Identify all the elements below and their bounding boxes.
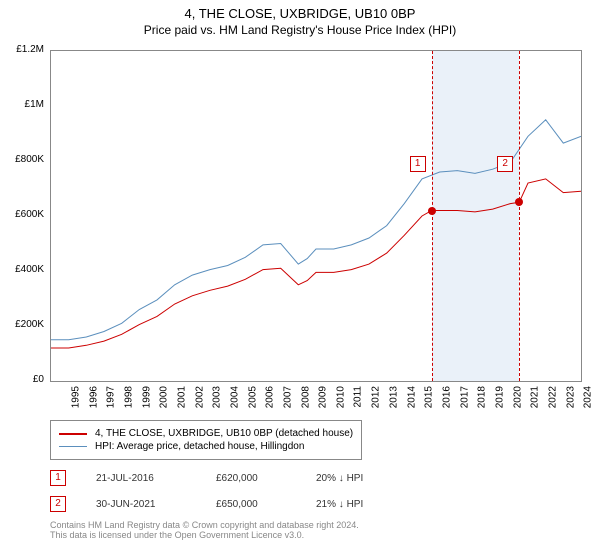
x-tick-label: 2007 [282, 386, 293, 408]
sale-delta: 20% ↓ HPI [316, 473, 436, 484]
footer-line-2: This data is licensed under the Open Gov… [50, 530, 359, 540]
legend-swatch [59, 446, 87, 448]
x-tick-label: 2022 [547, 386, 558, 408]
y-tick-label: £800K [0, 154, 44, 165]
legend-label: 4, THE CLOSE, UXBRIDGE, UB10 0BP (detach… [95, 428, 353, 439]
x-tick-label: 2008 [300, 386, 311, 408]
sale-price: £620,000 [216, 473, 316, 484]
x-tick-label: 2015 [424, 386, 435, 408]
legend-swatch [59, 433, 87, 435]
sale-marker-label: 1 [410, 156, 426, 172]
sale-marker-line [432, 51, 434, 381]
x-tick-label: 1999 [141, 386, 152, 408]
x-tick-label: 2003 [212, 386, 223, 408]
y-tick-label: £200K [0, 319, 44, 330]
y-tick-label: £600K [0, 209, 44, 220]
sale-date: 21-JUL-2016 [96, 473, 216, 484]
sale-row-marker: 2 [50, 496, 66, 512]
x-tick-label: 2004 [229, 386, 240, 408]
x-tick-label: 2024 [583, 386, 594, 408]
x-tick-label: 2001 [176, 386, 187, 408]
x-tick-label: 2017 [459, 386, 470, 408]
x-tick-label: 2011 [352, 386, 363, 408]
x-tick-label: 1996 [88, 386, 99, 408]
x-tick-label: 2000 [159, 386, 170, 408]
x-tick-label: 2023 [565, 386, 576, 408]
x-tick-label: 2009 [318, 386, 329, 408]
legend-item: HPI: Average price, detached house, Hill… [59, 441, 353, 452]
x-tick-label: 2010 [335, 386, 346, 408]
sale-row: 1 21-JUL-2016£620,00020% ↓ HPI [50, 470, 436, 486]
x-tick-label: 2021 [530, 386, 541, 408]
x-tick-label: 2018 [477, 386, 488, 408]
x-tick-label: 2002 [194, 386, 205, 408]
sale-date: 30-JUN-2021 [96, 499, 216, 510]
sale-price: £650,000 [216, 499, 316, 510]
x-tick-label: 2013 [388, 386, 399, 408]
series-property [51, 179, 581, 348]
x-tick-label: 2014 [406, 386, 417, 408]
y-tick-label: £400K [0, 264, 44, 275]
title-block: 4, THE CLOSE, UXBRIDGE, UB10 0BP Price p… [0, 0, 600, 37]
x-tick-label: 1997 [106, 386, 117, 408]
x-tick-label: 2016 [441, 386, 452, 408]
y-tick-label: £1M [0, 99, 44, 110]
plot-area: 12 [50, 50, 582, 382]
chart-container: 4, THE CLOSE, UXBRIDGE, UB10 0BP Price p… [0, 0, 600, 560]
y-tick-label: £0 [0, 374, 44, 385]
x-tick-label: 2020 [512, 386, 523, 408]
x-tick-label: 2006 [265, 386, 276, 408]
x-tick-label: 2005 [247, 386, 258, 408]
footer: Contains HM Land Registry data © Crown c… [50, 520, 359, 540]
legend-label: HPI: Average price, detached house, Hill… [95, 441, 304, 452]
y-tick-label: £1.2M [0, 44, 44, 55]
sale-marker-line [519, 51, 521, 381]
legend: 4, THE CLOSE, UXBRIDGE, UB10 0BP (detach… [50, 420, 362, 460]
sale-row-marker: 1 [50, 470, 66, 486]
legend-item: 4, THE CLOSE, UXBRIDGE, UB10 0BP (detach… [59, 428, 353, 439]
series-svg [51, 51, 581, 381]
sale-marker-label: 2 [497, 156, 513, 172]
sale-point [428, 207, 436, 215]
x-tick-label: 1995 [70, 386, 81, 408]
footer-line-1: Contains HM Land Registry data © Crown c… [50, 520, 359, 530]
x-tick-label: 1998 [123, 386, 134, 408]
chart-subtitle: Price paid vs. HM Land Registry's House … [0, 23, 600, 37]
sales-table: 1 21-JUL-2016£620,00020% ↓ HPI 2 30-JUN-202… [50, 468, 436, 520]
x-tick-label: 2012 [371, 386, 382, 408]
series-hpi [51, 120, 581, 340]
x-tick-label: 2019 [494, 386, 505, 408]
chart-title: 4, THE CLOSE, UXBRIDGE, UB10 0BP [0, 6, 600, 21]
sale-row: 2 30-JUN-2021£650,00021% ↓ HPI [50, 496, 436, 512]
sale-delta: 21% ↓ HPI [316, 499, 436, 510]
